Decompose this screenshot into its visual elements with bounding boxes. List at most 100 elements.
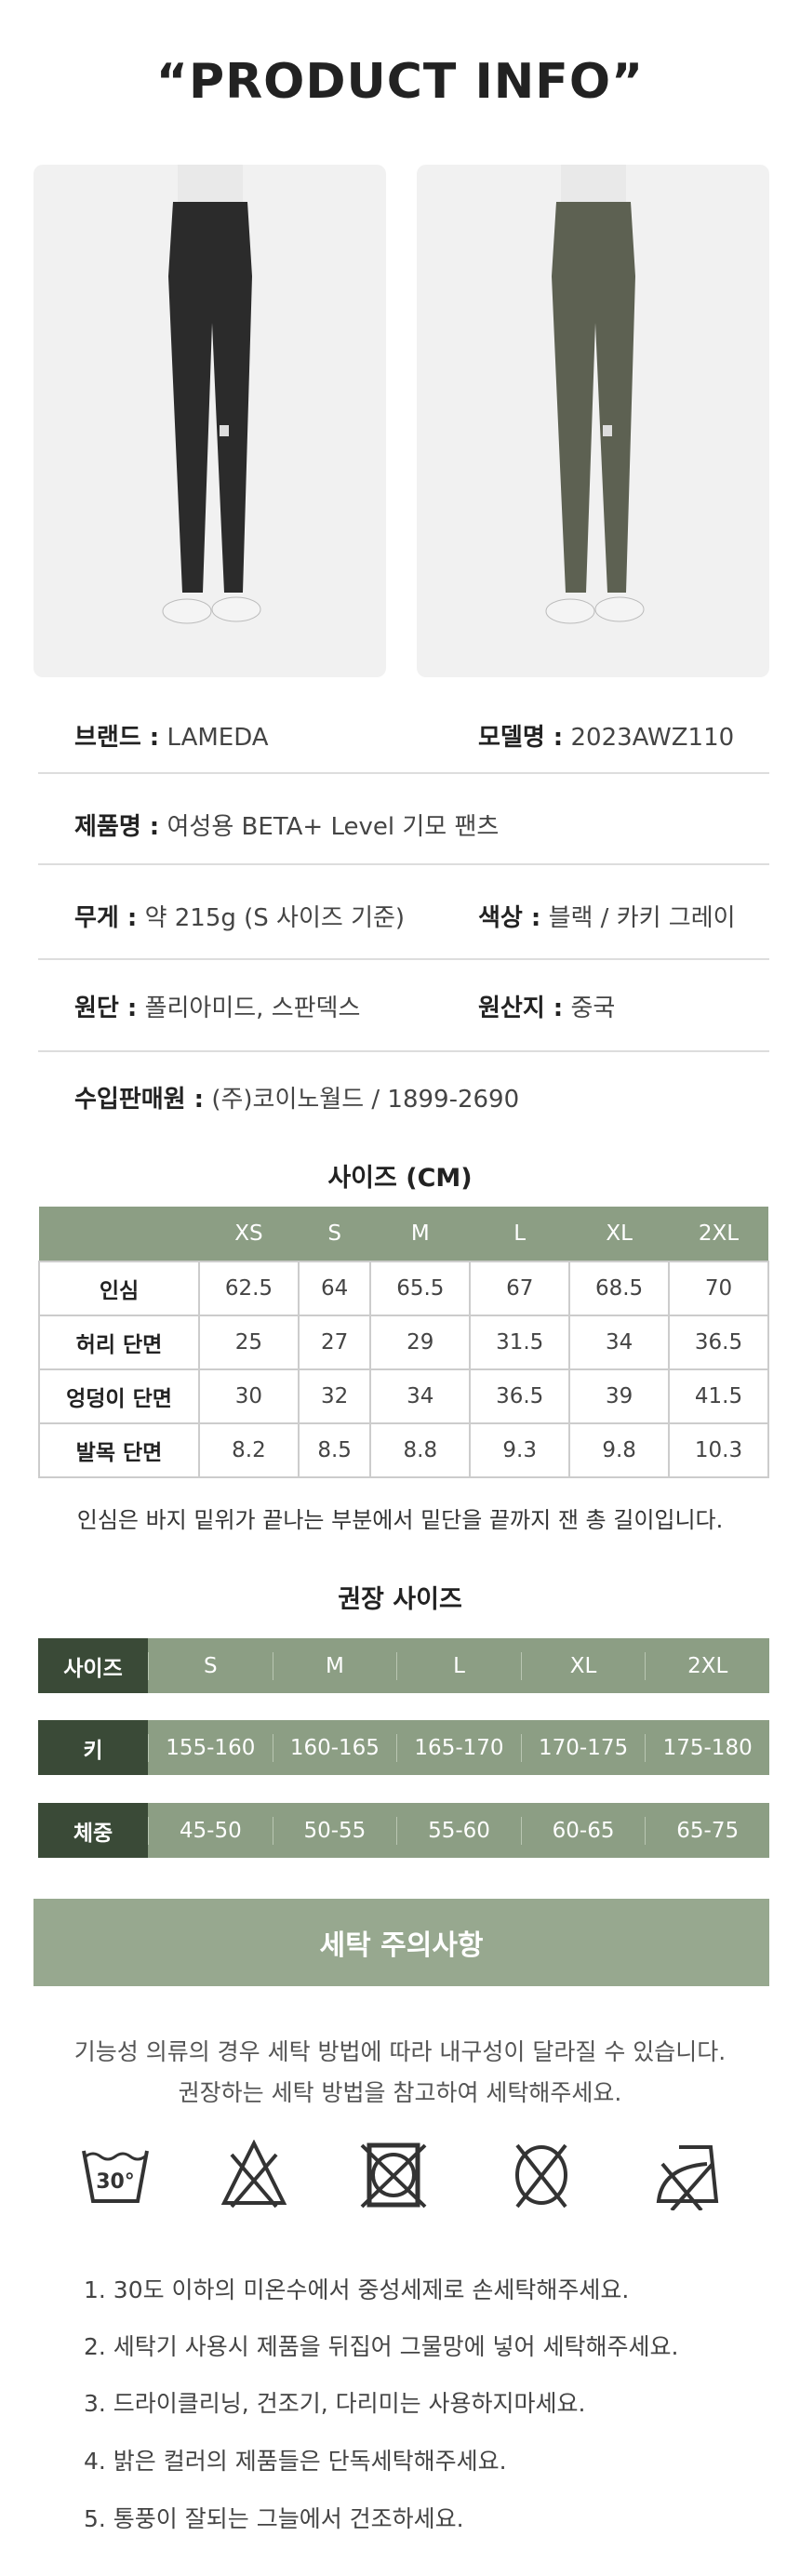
recommend-row: 사이즈 S M L XL 2XL — [38, 1638, 769, 1693]
recommend-row-label: 키 — [38, 1720, 148, 1775]
size-cell: 8.8 — [369, 1422, 472, 1478]
size-row: 인심 62.5 64 65.5 67 68.5 70 — [38, 1261, 769, 1316]
model-label: 모델명 : — [478, 724, 564, 752]
size-cell: 27 — [297, 1315, 372, 1370]
size-cell: 9.3 — [469, 1422, 571, 1478]
recommend-cell: S — [148, 1651, 273, 1680]
recommend-cell: 155-160 — [148, 1733, 273, 1762]
no-dry-clean-icon — [515, 2143, 567, 2209]
size-cell: 62.5 — [198, 1261, 300, 1316]
recommend-cell: 160-165 — [272, 1733, 397, 1762]
brand-info: 브랜드 : LAMEDA — [74, 718, 269, 753]
header-cell: S — [298, 1207, 371, 1261]
size-cell: 36.5 — [668, 1315, 769, 1370]
recommend-cell: 50-55 — [272, 1816, 397, 1845]
name-label: 제품명 : — [74, 813, 160, 841]
size-row: 허리 단면 25 27 29 31.5 34 36.5 — [38, 1315, 769, 1370]
no-tumble-dry-icon — [360, 2142, 427, 2209]
size-cell: 8.5 — [297, 1422, 372, 1478]
brand-label: 브랜드 : — [74, 724, 160, 752]
weight-info: 무게 : 약 215g (S 사이즈 기준) — [74, 899, 405, 933]
size-row-label: 발목 단면 — [38, 1422, 200, 1478]
recommend-cell: L — [396, 1651, 521, 1680]
size-row-label: 인심 — [38, 1261, 200, 1316]
fabric-info: 원단 : 폴리아미드, 스판덱스 — [74, 989, 360, 1023]
wash-temp-label: 30° — [96, 2170, 135, 2194]
divider — [38, 958, 769, 960]
size-chart-table: XS S M L XL 2XL 인심 62.5 64 65.5 67 68.5 70 허리 단… — [38, 1207, 769, 1478]
recommend-cell: 165-170 — [396, 1733, 521, 1762]
size-note: 인심은 바지 밑위가 끝나는 부분에서 밑단을 끝까지 잰 총 길이입니다. — [76, 1507, 724, 1533]
size-row-label: 허리 단면 — [38, 1315, 200, 1370]
recommend-cell: 60-65 — [520, 1816, 646, 1845]
importer-value: (주)코이노월드 / 1899-2690 — [211, 1086, 520, 1114]
recommend-cell: XL — [520, 1651, 646, 1680]
header-cell: M — [370, 1207, 471, 1261]
size-cell: 34 — [568, 1315, 671, 1370]
size-header-row: XS S M L XL 2XL — [39, 1207, 768, 1261]
color-info: 색상 : 블랙 / 카키 그레이 — [478, 899, 736, 933]
wash-care-header: 세탁 주의사항 — [33, 1899, 769, 1986]
size-row-label: 엉덩이 단면 — [38, 1368, 200, 1424]
size-cell: 41.5 — [668, 1368, 769, 1424]
size-cell: 9.8 — [568, 1422, 671, 1478]
header-cell: XS — [199, 1207, 299, 1261]
wash-instruction-item: 3. 드라이클리닝, 건조기, 다리미는 사용하지마세요. — [84, 2390, 586, 2417]
recommend-cell: 175-180 — [645, 1733, 769, 1762]
header-cell: XL — [569, 1207, 670, 1261]
origin-label: 원산지 : — [478, 994, 564, 1022]
origin-info: 원산지 : 중국 — [478, 989, 615, 1023]
header-cell: 2XL — [669, 1207, 768, 1261]
size-cell: 68.5 — [568, 1261, 671, 1316]
recommend-cell: 65-75 — [645, 1816, 769, 1845]
divider — [38, 1050, 769, 1052]
fabric-value: 폴리아미드, 스판덱스 — [144, 994, 361, 1022]
size-cell: 65.5 — [369, 1261, 472, 1316]
weight-value: 약 215g (S 사이즈 기준) — [144, 904, 406, 932]
recommend-cell: 2XL — [645, 1651, 769, 1680]
size-cell: 36.5 — [469, 1368, 571, 1424]
recommend-row: 체중 45-50 50-55 55-60 60-65 65-75 — [38, 1803, 769, 1858]
model-info: 모델명 : 2023AWZ110 — [478, 718, 734, 753]
size-chart-title: 사이즈 (CM) — [327, 1164, 473, 1193]
importer-label: 수입판매원 : — [74, 1086, 205, 1114]
importer-info: 수입판매원 : (주)코이노월드 / 1899-2690 — [74, 1080, 519, 1114]
divider — [38, 772, 769, 774]
page-title: “PRODUCT INFO” — [155, 54, 645, 110]
size-cell: 67 — [469, 1261, 571, 1316]
size-cell: 10.3 — [668, 1422, 769, 1478]
size-cell: 34 — [369, 1368, 472, 1424]
recommend-cell: 45-50 — [148, 1816, 273, 1845]
size-cell: 8.2 — [198, 1422, 300, 1478]
color-label: 색상 : — [478, 904, 541, 932]
recommend-row-label: 사이즈 — [38, 1638, 148, 1693]
recommend-cell: 170-175 — [520, 1733, 646, 1762]
recommend-row: 키 155-160 160-165 165-170 170-175 175-180 — [38, 1720, 769, 1775]
header-cell — [39, 1207, 199, 1261]
recommended-size-title: 권장 사이즈 — [338, 1585, 462, 1614]
color-value: 블랙 / 카키 그레이 — [548, 904, 736, 932]
size-row: 엉덩이 단면 30 32 34 36.5 39 41.5 — [38, 1368, 769, 1424]
origin-value: 중국 — [570, 994, 616, 1022]
wash-instruction-item: 2. 세탁기 사용시 제품을 뒤집어 그물망에 넣어 세탁해주세요. — [84, 2333, 679, 2360]
product-name-info: 제품명 : 여성용 BETA+ Level 기모 팬츠 — [74, 808, 499, 842]
recommend-cell: M — [272, 1651, 397, 1680]
size-cell: 25 — [198, 1315, 300, 1370]
wash-intro-line2: 권장하는 세탁 방법을 참고하여 세탁해주세요. — [178, 2079, 622, 2106]
size-cell: 32 — [297, 1368, 372, 1424]
wash-instruction-item: 4. 밝은 컬러의 제품들은 단독세탁해주세요. — [84, 2448, 507, 2475]
size-row: 발목 단면 8.2 8.5 8.8 9.3 9.8 10.3 — [38, 1422, 769, 1478]
divider — [38, 863, 769, 865]
wash-instruction-item: 1. 30도 이하의 미온수에서 중성세제로 손세탁해주세요. — [84, 2276, 630, 2303]
fabric-label: 원단 : — [74, 994, 138, 1022]
wash-intro-line1: 기능성 의류의 경우 세탁 방법에 따라 내구성이 달라질 수 있습니다. — [73, 2038, 727, 2065]
size-cell: 30 — [198, 1368, 300, 1424]
product-photo-black — [33, 165, 386, 677]
brand-value: LAMEDA — [167, 724, 269, 752]
recommend-cell: 55-60 — [396, 1816, 521, 1845]
name-value: 여성용 BETA+ Level 기모 팬츠 — [167, 813, 500, 841]
model-value: 2023AWZ110 — [570, 724, 735, 752]
size-cell: 70 — [668, 1261, 769, 1316]
weight-label: 무게 : — [74, 904, 138, 932]
no-iron-icon — [656, 2145, 719, 2210]
